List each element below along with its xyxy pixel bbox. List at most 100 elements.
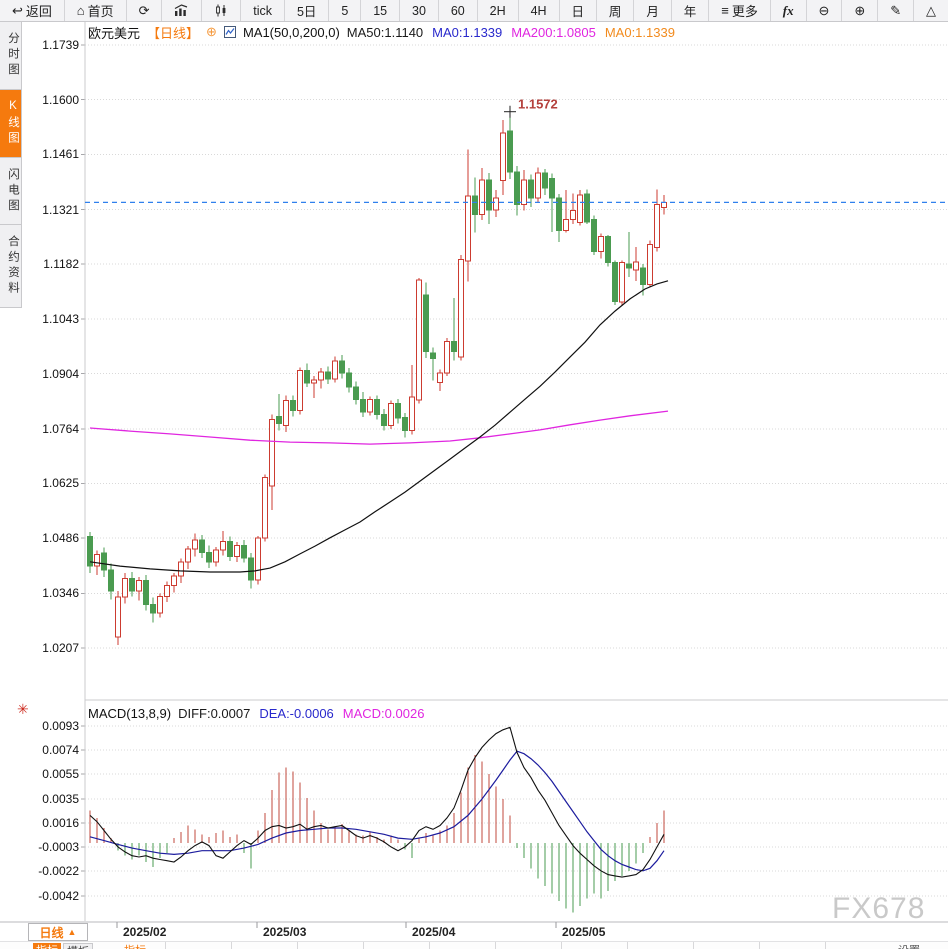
- toolbar-item-4h[interactable]: 4H: [519, 0, 560, 21]
- toolbar-item-30min[interactable]: 30: [400, 0, 439, 21]
- toolbar-item-5min[interactable]: 5: [329, 0, 362, 21]
- toolbar-item-zoom-out[interactable]: ⊖: [807, 0, 843, 21]
- macd-values: DIFF:0.0007 DEA:-0.0006 MACD:0.0026: [178, 706, 424, 721]
- toolbar-item-bar-chart[interactable]: [162, 0, 203, 21]
- toolbar-label-4h: 4H: [530, 3, 547, 18]
- add-indicator-icon[interactable]: ⊕: [206, 24, 217, 39]
- sidebar-item-lightning-chart[interactable]: 闪电图: [0, 157, 22, 225]
- strip-tab-settings[interactable]: 设置: [895, 943, 923, 949]
- toolbar-item-year[interactable]: 年: [672, 0, 710, 21]
- toolbar-item-tick[interactable]: tick: [241, 0, 285, 21]
- main-y-tick-6: 1.0904: [42, 366, 79, 381]
- macd-formula: MACD(13,8,9): [88, 705, 172, 721]
- draw-icon: ✎: [890, 3, 902, 18]
- toolbar-label-more: 更多: [731, 4, 758, 19]
- main-y-tick-1: 1.1600: [42, 92, 79, 107]
- toolbar-label-fx-functions: fx: [782, 2, 794, 18]
- symbol-name: 欧元美元: [88, 25, 141, 41]
- macd-value-2: MACD:0.0026: [342, 705, 425, 721]
- x-tick-2025/02: 2025/02: [123, 925, 167, 939]
- sidebar-item-k-line-chart[interactable]: K线图: [0, 89, 22, 158]
- toolbar-item-candle-chart[interactable]: [202, 0, 242, 21]
- strip-separator: [759, 942, 760, 949]
- macd-y-tick-1: 0.0074: [42, 742, 79, 757]
- left-sidebar: 分时图 K线图 闪电图 合约资料: [0, 22, 22, 308]
- macd-y-tick-6: -0.0022: [38, 863, 79, 878]
- sidebar-item-time-chart[interactable]: 分时图: [0, 22, 22, 90]
- toolbar-item-day[interactable]: 日: [560, 0, 597, 21]
- strip-separator: [297, 942, 298, 949]
- toolbar-label-week: 周: [608, 5, 622, 19]
- sidebar-item-contract-info[interactable]: 合约资料: [0, 225, 22, 308]
- strip-tab-template[interactable]: 模板: [63, 943, 93, 949]
- main-y-tick-8: 1.0625: [42, 476, 79, 491]
- toolbar-label-5d: 5日: [296, 5, 317, 19]
- toolbar-item-more[interactable]: ≡ 更多: [709, 0, 771, 21]
- strip-separator: [825, 942, 826, 949]
- refresh-icon: ⟳: [138, 3, 150, 18]
- strip-tab-indicator[interactable]: 指标: [33, 943, 61, 949]
- toolbar-item-15min[interactable]: 15: [361, 0, 401, 21]
- toolbar-item-60min[interactable]: 60: [439, 0, 478, 21]
- toolbar-item-refresh[interactable]: ⟳: [127, 0, 163, 21]
- main-y-tick-9: 1.0486: [42, 531, 79, 546]
- indicator-settings-icon[interactable]: ✳: [17, 701, 29, 717]
- macd-value-0: DIFF:0.0007: [178, 705, 251, 721]
- toolbar-label-30min: 30: [412, 3, 426, 18]
- main-y-tick-5: 1.1043: [42, 311, 79, 326]
- main-y-tick-11: 1.0207: [42, 641, 79, 655]
- toolbar-label-tick: tick: [253, 3, 273, 18]
- toolbar-label-year: 年: [683, 5, 697, 19]
- toolbar-label-2h: 2H: [489, 3, 506, 18]
- toolbar-label-day: 日: [571, 5, 584, 19]
- bottom-tab-strip: 指标模板指标设置: [0, 941, 948, 949]
- toolbar-item-draw[interactable]: ✎: [878, 0, 915, 21]
- toolbar-item-home[interactable]: ⌂ 首页: [65, 0, 127, 21]
- ma-value-1: MA0:1.1339: [432, 24, 503, 40]
- macd-y-tick-4: 0.0016: [42, 815, 79, 830]
- bar-chart-icon: [174, 4, 189, 17]
- high-price-annotation: 1.1572: [518, 97, 558, 112]
- ma-value-3: MA0:1.1339: [604, 24, 675, 40]
- more-icon: ≡: [721, 3, 729, 18]
- main-y-tick-7: 1.0764: [42, 421, 79, 436]
- period-tag[interactable]: 【日线】: [147, 25, 200, 41]
- candle-chart-icon: [214, 4, 228, 17]
- toolbar-label-60min: 60: [450, 3, 465, 18]
- strip-separator: [627, 942, 628, 949]
- macd-y-tick-7: -0.0042: [38, 889, 79, 903]
- strip-separator: [429, 942, 430, 949]
- toolbar-item-zoom-in[interactable]: ⊕: [842, 0, 879, 21]
- macd-y-tick-5: -0.0003: [38, 839, 79, 854]
- strip-separator: [231, 942, 232, 949]
- period-selector[interactable]: 日线 ▲: [28, 923, 88, 941]
- period-selector-label: 日线: [39, 925, 64, 940]
- x-tick-2025/03: 2025/03: [263, 925, 307, 939]
- strip-tab-indicator-2[interactable]: 指标: [121, 943, 149, 949]
- main-y-tick-3: 1.1321: [42, 202, 79, 217]
- toolbar-item-fx-functions[interactable]: fx: [771, 0, 807, 21]
- top-toolbar: ↩ 返回 ⌂ 首页 ⟳ tick 5日 5 15 30 60 2H 4H 日周月年 ≡ 更多 fx ⊖ ⊕ ✎ △: [0, 0, 948, 22]
- chevron-up-icon: ▲: [67, 927, 77, 937]
- toolbar-item-week[interactable]: 周: [597, 0, 635, 21]
- toolbar-label-home: 首页: [87, 4, 114, 19]
- macd-header: MACD(13,8,9) DIFF:0.0007 DEA:-0.0006 MACD:…: [88, 705, 424, 721]
- ma-formula: MA1(50,0,200,0): [242, 24, 340, 40]
- strip-separator: [495, 942, 496, 949]
- home-icon: ⌂: [76, 3, 85, 18]
- toolbar-item-2h[interactable]: 2H: [478, 0, 519, 21]
- ma-value-2: MA200:1.0805: [511, 24, 596, 40]
- indicator-chart-icon: [223, 25, 236, 40]
- toolbar-item-back[interactable]: ↩ 返回: [0, 0, 65, 21]
- strip-separator: [693, 942, 694, 949]
- toolbar-item-5d[interactable]: 5日: [285, 0, 330, 21]
- ma-value-0: MA50:1.1140: [346, 24, 424, 40]
- zoom-in-icon: ⊕: [854, 3, 866, 18]
- x-tick-2025/04: 2025/04: [412, 925, 456, 939]
- strip-separator: [363, 942, 364, 949]
- toolbar-item-month[interactable]: 月: [634, 0, 672, 21]
- ma-values: MA50:1.1140 MA0:1.1339 MA200:1.0805 MA0:1.1…: [347, 25, 675, 40]
- x-tick-2025/05: 2025/05: [562, 925, 606, 939]
- toolbar-item-shapes[interactable]: △: [914, 0, 948, 21]
